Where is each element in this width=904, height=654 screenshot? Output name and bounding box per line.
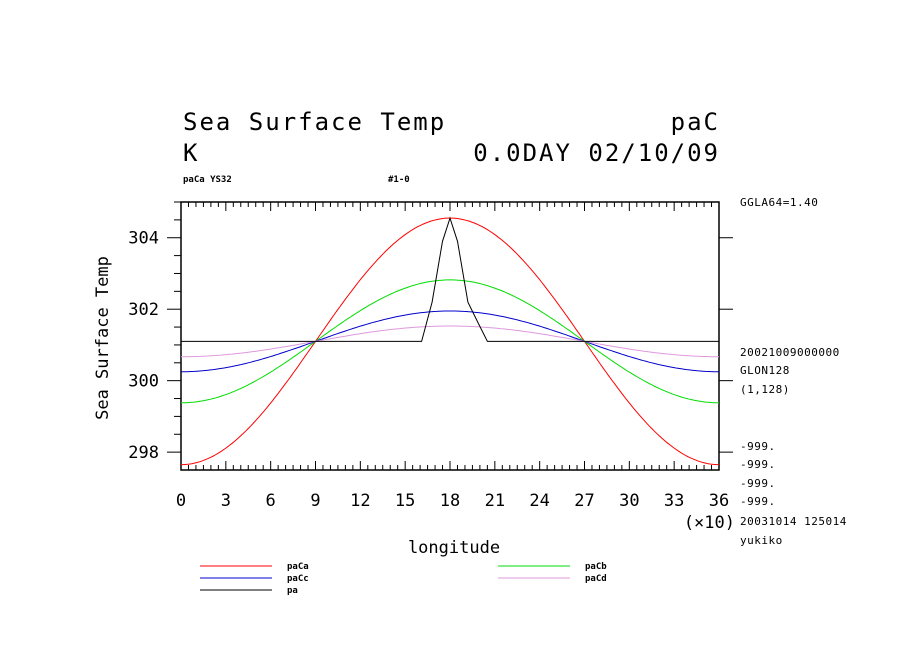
date-code: 20021009000000 (740, 346, 840, 359)
plot-frame (180, 201, 720, 471)
series-line-paCc (181, 310, 719, 373)
member-label: #1-0 (388, 175, 410, 185)
legend-label-paCc: paCc (287, 574, 309, 584)
index-range: (1,128) (740, 383, 790, 396)
x-tick-label: 12 (350, 491, 370, 511)
series-line-paCb (181, 279, 719, 404)
y-tick-label: 302 (128, 300, 159, 320)
missing-value-3: -999. (740, 477, 776, 490)
lon-label: GLON128 (740, 364, 790, 377)
run-label: paCa YS32 (183, 175, 232, 185)
created-timestamp: 20031014 125014 (740, 515, 847, 528)
missing-value-1: -999. (740, 440, 776, 453)
series-line-pa (181, 216, 719, 342)
lat-label: GGLA64=1.40 (740, 196, 818, 209)
y-tick-label: 300 (128, 372, 159, 392)
x-tick-label: 15 (395, 491, 415, 511)
chart-title: Sea Surface Temp (183, 108, 446, 136)
variable-name: paC (671, 108, 720, 136)
missing-value-2: -999. (740, 458, 776, 471)
legend: paCa paCb paCc paCd pa (200, 562, 607, 596)
y-axis-label: Sea Surface Temp (93, 256, 113, 420)
x-tick-label: 27 (574, 491, 594, 511)
x-tick-label: 30 (619, 491, 639, 511)
x-tick-label: 33 (664, 491, 684, 511)
x-tick-label: 24 (529, 491, 549, 511)
x-tick-label: 6 (266, 491, 276, 511)
axis-ticks (167, 201, 733, 470)
units-label: K (183, 139, 199, 167)
y-tick-label: 304 (128, 229, 159, 249)
x-tick-label: 0 (176, 491, 186, 511)
series-line-paCd (181, 325, 719, 358)
legend-label-pa: pa (287, 586, 298, 596)
x-tick-label: 21 (485, 491, 505, 511)
x-tick-label: 18 (440, 491, 460, 511)
x-multiplier-label: (×10) (684, 513, 735, 533)
user-name: yukiko (740, 534, 783, 547)
legend-label-paCb: paCb (585, 562, 607, 572)
x-axis-label: longitude (408, 538, 500, 558)
y-tick-label: 298 (128, 443, 159, 463)
x-tick-label: 3 (221, 491, 231, 511)
x-tick-label: 9 (310, 491, 320, 511)
missing-value-4: -999. (740, 495, 776, 508)
series-lines (181, 216, 719, 466)
x-tick-label: 36 (709, 491, 729, 511)
legend-label-paCa: paCa (287, 562, 309, 572)
time-label: 0.0DAY 02/10/09 (473, 139, 720, 167)
legend-label-paCd: paCd (585, 574, 607, 584)
